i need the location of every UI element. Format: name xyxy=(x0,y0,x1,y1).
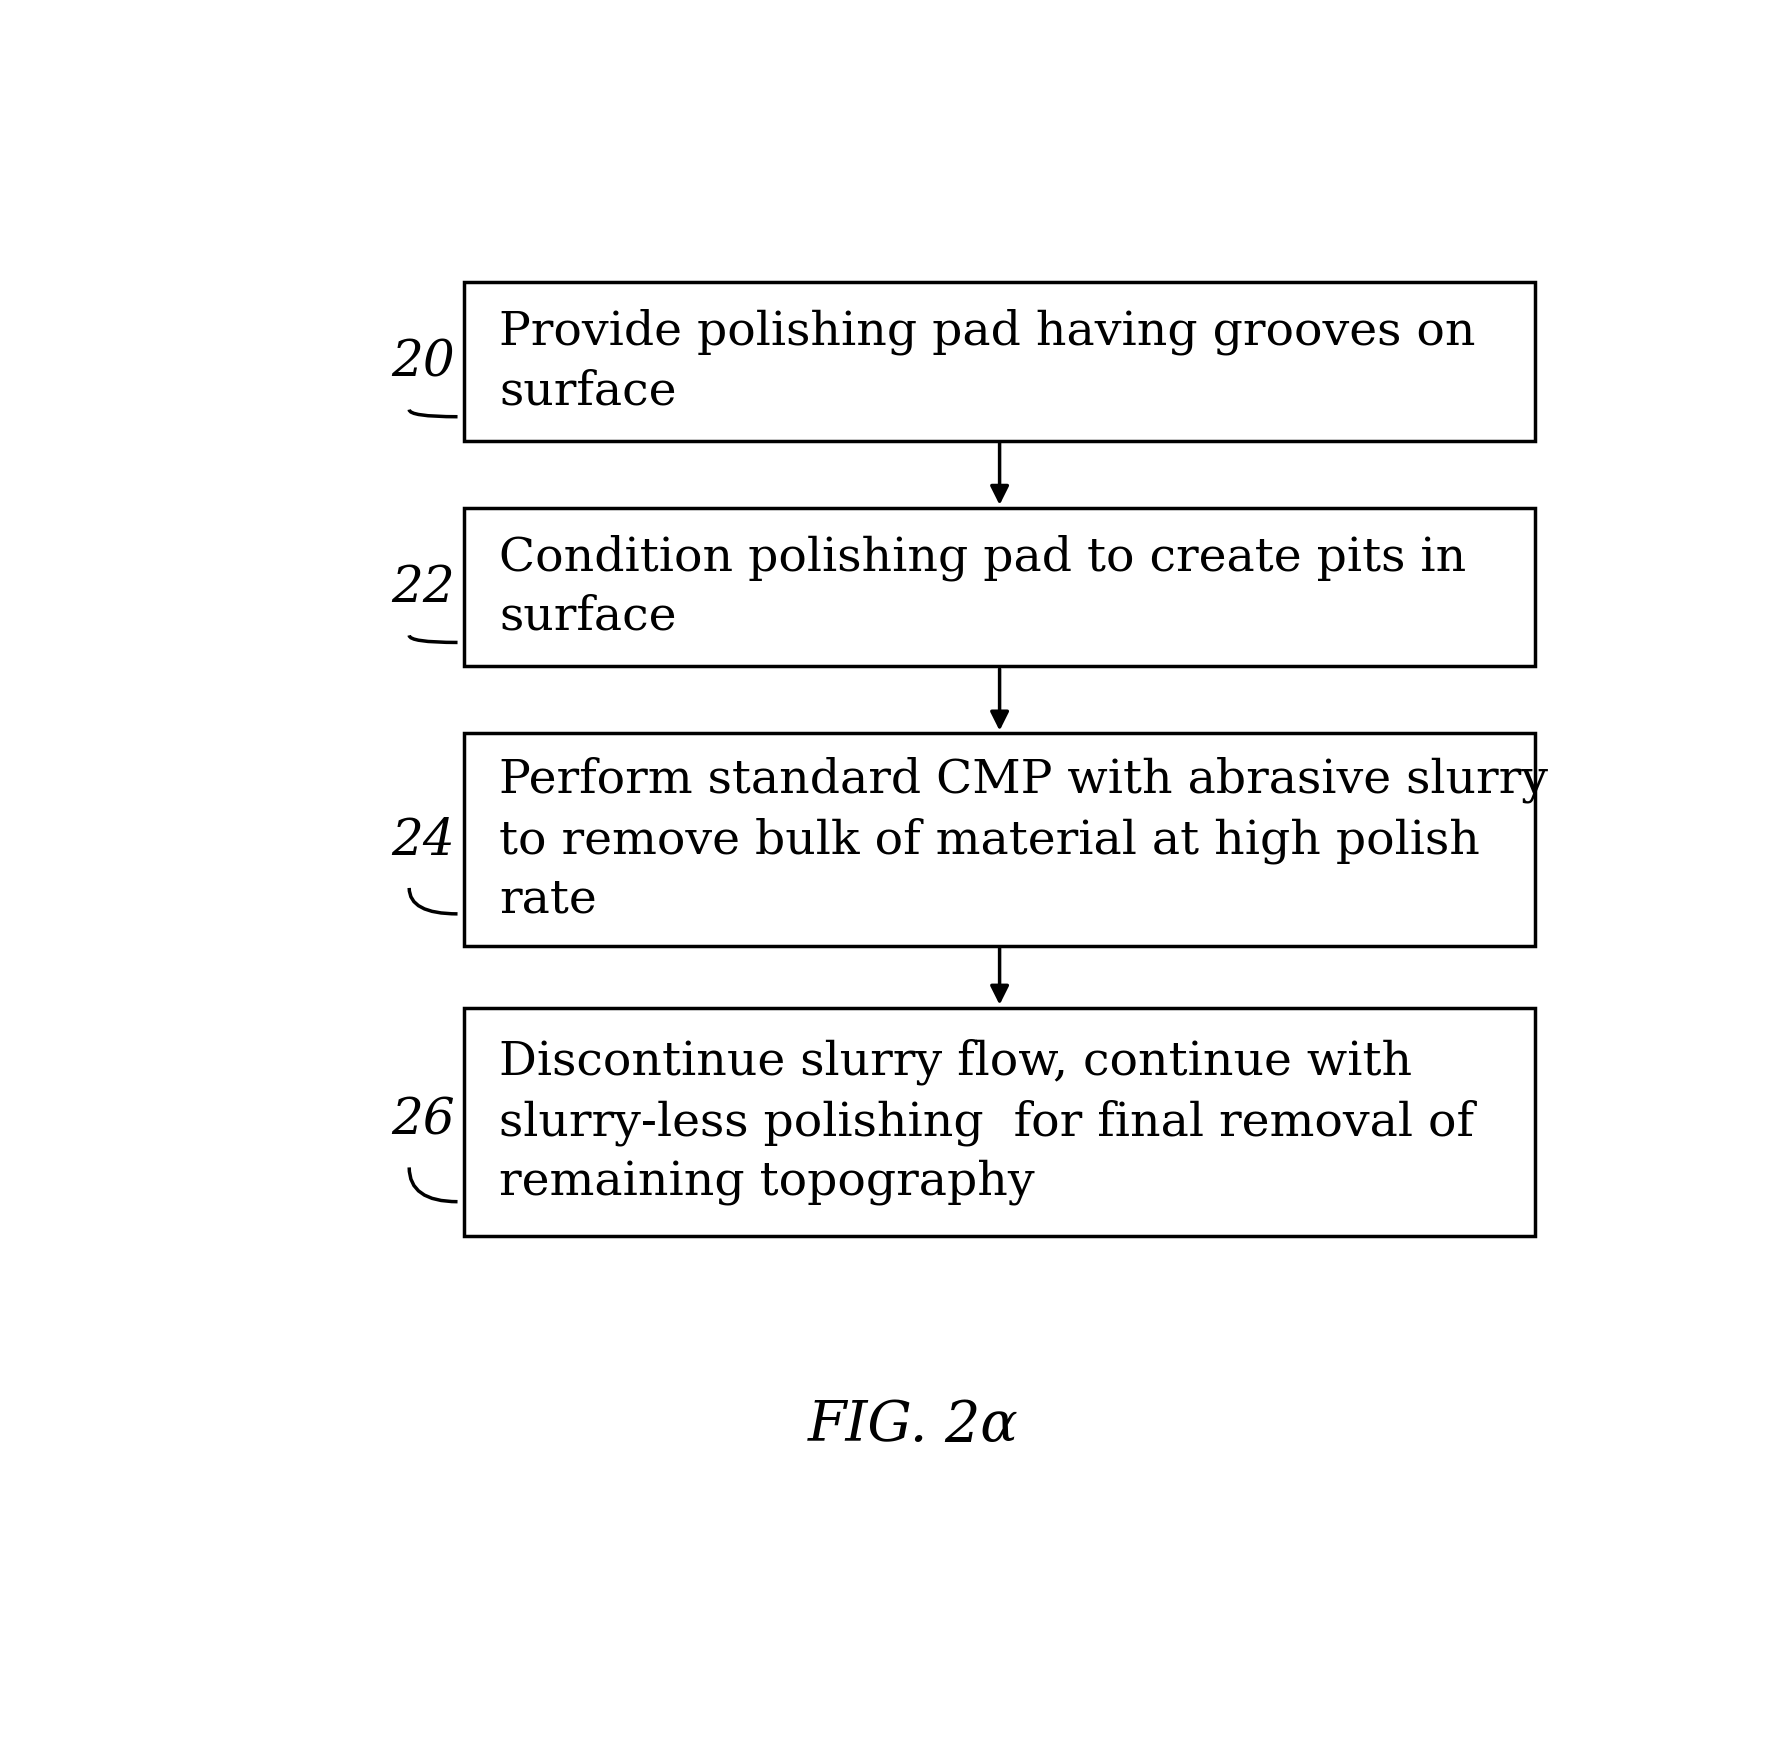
FancyBboxPatch shape xyxy=(465,1007,1534,1235)
Text: 24: 24 xyxy=(390,817,454,866)
FancyBboxPatch shape xyxy=(465,283,1534,440)
FancyBboxPatch shape xyxy=(465,733,1534,946)
Text: FIG. 2α: FIG. 2α xyxy=(807,1398,1019,1454)
Text: Condition polishing pad to create pits in
surface: Condition polishing pad to create pits i… xyxy=(499,534,1467,640)
FancyBboxPatch shape xyxy=(465,508,1534,667)
Text: Provide polishing pad having grooves on
surface: Provide polishing pad having grooves on … xyxy=(499,309,1475,414)
Text: 26: 26 xyxy=(390,1096,454,1145)
Text: Discontinue slurry flow, continue with
slurry-less polishing  for final removal : Discontinue slurry flow, continue with s… xyxy=(499,1038,1474,1206)
Text: 22: 22 xyxy=(390,564,454,612)
Text: 20: 20 xyxy=(390,339,454,387)
Text: Perform standard CMP with abrasive slurry
to remove bulk of material at high pol: Perform standard CMP with abrasive slurr… xyxy=(499,756,1549,923)
